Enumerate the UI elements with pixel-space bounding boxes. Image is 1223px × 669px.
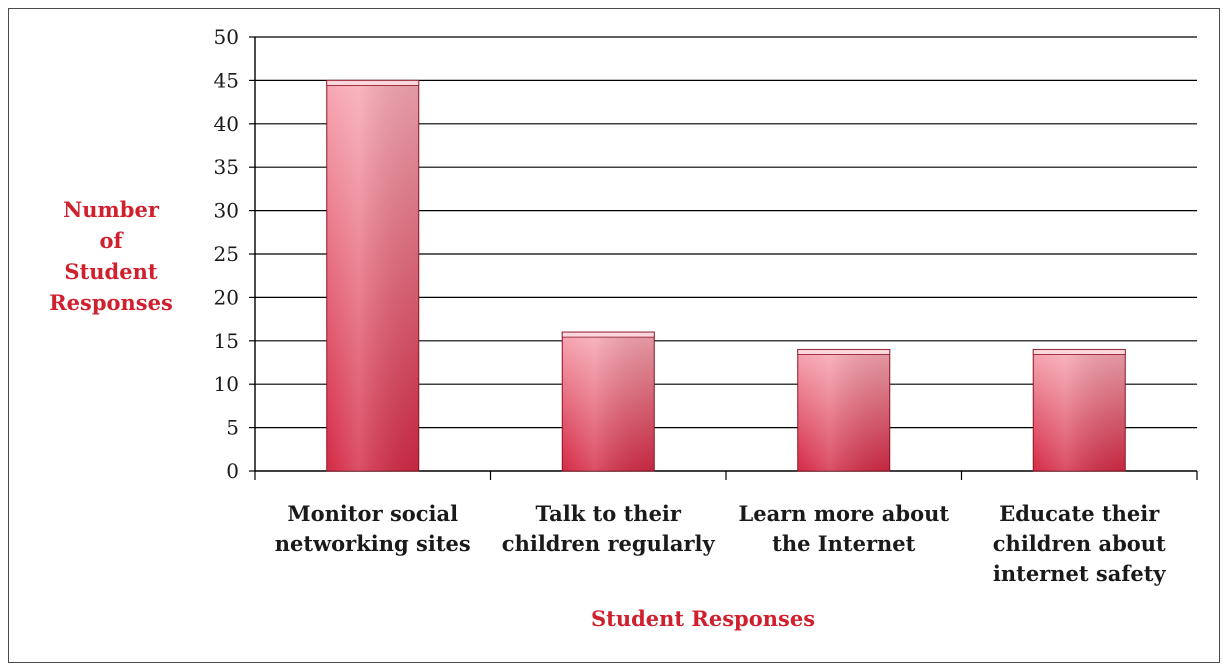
x-category-label: Educate their <box>999 501 1160 526</box>
y-tick-label: 40 <box>214 112 239 136</box>
bars <box>326 79 1126 472</box>
x-category-label: Learn more about <box>738 501 949 526</box>
y-tick-label: 15 <box>214 329 239 353</box>
bar-cap <box>1032 349 1126 355</box>
x-category-label: internet safety <box>993 561 1167 586</box>
x-category-labels: Monitor social networking sites Talk to th… <box>275 501 1167 586</box>
x-category-label: Monitor social <box>287 501 458 526</box>
y-tick-label: 35 <box>214 155 239 179</box>
bar-cap <box>561 331 655 338</box>
y-tick-label: 5 <box>226 416 239 440</box>
y-tick-label: 25 <box>214 242 239 266</box>
y-axis-title-line: Number <box>63 197 160 222</box>
y-axis-title-line: Student <box>64 259 157 284</box>
bar-shine <box>562 332 655 471</box>
y-tick-label: 10 <box>214 372 239 396</box>
y-tick-labels: 0 5 10 15 20 25 30 35 40 45 50 <box>214 25 239 483</box>
y-axis-title-line: of <box>99 228 124 253</box>
y-tick-label: 20 <box>214 285 239 309</box>
chart-frame <box>8 8 1220 663</box>
y-axis-title: Number of Student Responses <box>49 197 173 315</box>
y-tick-label: 30 <box>214 199 239 223</box>
bar-shine <box>797 349 890 471</box>
x-category-label: children about <box>993 531 1166 556</box>
y-tick-label: 0 <box>226 459 239 483</box>
x-category-label: Talk to their <box>536 501 682 526</box>
y-tick-label: 50 <box>214 25 239 49</box>
bar-shine <box>1033 349 1126 471</box>
x-category-label: networking sites <box>275 531 471 556</box>
bar-cap <box>797 349 891 355</box>
bar-cap <box>326 80 420 86</box>
y-tick-label: 45 <box>214 68 239 92</box>
bar-shine <box>326 80 419 472</box>
x-category-label: children regularly <box>502 531 716 556</box>
x-category-label: the Internet <box>772 531 915 556</box>
y-axis-title-line: Responses <box>49 290 173 315</box>
x-axis-title: Student Responses <box>591 606 815 631</box>
